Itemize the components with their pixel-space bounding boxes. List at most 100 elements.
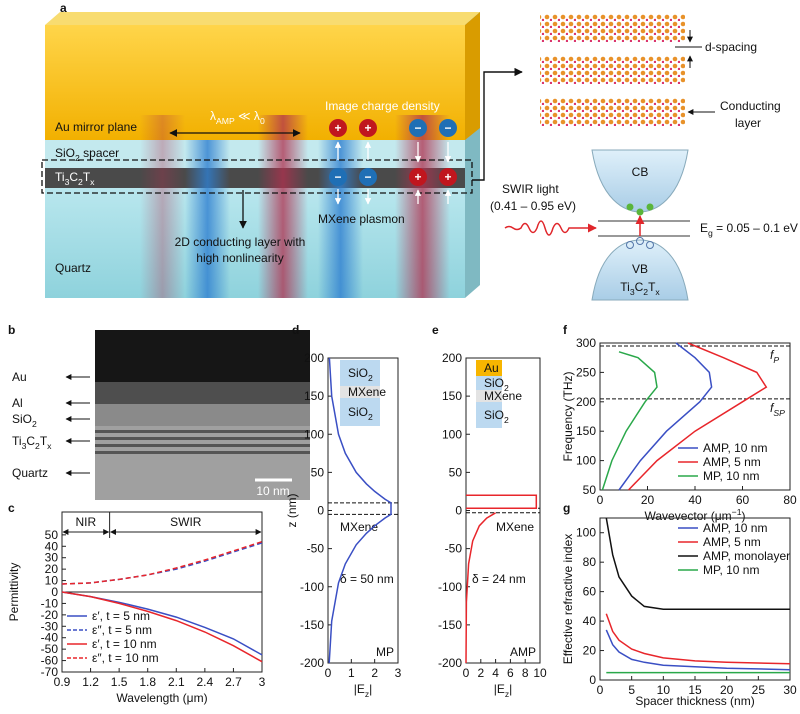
series-line xyxy=(61,540,263,585)
charge-sign: + xyxy=(334,121,341,135)
box-side-gold xyxy=(465,12,480,140)
y-tick-label: 200 xyxy=(442,351,462,365)
label: MXene plasmon xyxy=(318,212,405,226)
label: Ti3C2Tx xyxy=(55,170,95,187)
layer-label: SiO2 xyxy=(348,405,373,422)
text-part: 2 xyxy=(32,419,37,429)
y-tick-label: -50 xyxy=(307,542,325,556)
label: λAMP ≪ λ0 xyxy=(210,109,265,126)
tem-region xyxy=(95,382,310,404)
x-tick-label: 40 xyxy=(688,493,702,507)
charge xyxy=(329,119,347,137)
annotation: δ = 50 nm xyxy=(340,572,394,586)
electron xyxy=(636,208,644,216)
tem-region xyxy=(95,330,310,382)
y-tick-label: -30 xyxy=(41,619,59,633)
series-line xyxy=(328,357,392,664)
charge-sign: + xyxy=(414,170,421,184)
charge xyxy=(359,119,377,137)
y-tick-label: 20 xyxy=(45,562,59,576)
y-tick-label: 40 xyxy=(583,614,597,628)
text-part: = 0.05 – 0.1 eV xyxy=(713,221,798,235)
text-part: Wavevector (μm xyxy=(645,509,732,523)
x-tick-label: 15 xyxy=(688,683,702,697)
y-tick-label: -150 xyxy=(300,618,324,632)
light-wave xyxy=(504,220,597,236)
charge xyxy=(329,168,347,186)
charge xyxy=(439,119,457,137)
layer-swatch xyxy=(476,376,502,390)
label: 2D conducting layer with xyxy=(175,235,306,249)
y-tick-label: 20 xyxy=(583,644,597,658)
label: VB xyxy=(632,262,648,276)
x-tick-label: 0 xyxy=(597,493,604,507)
x-tick-label: 0.9 xyxy=(54,675,71,689)
legend-label: AMP, 10 nm xyxy=(703,521,767,535)
text-part: ≪ λ xyxy=(235,109,260,123)
layer-label: SiO2 xyxy=(348,366,373,383)
tem-fringe xyxy=(95,451,310,454)
panel-label: f xyxy=(563,323,568,337)
y-axis-title: z (nm) xyxy=(285,494,299,528)
plasmon-stripe xyxy=(185,140,230,298)
label: layer xyxy=(735,116,761,130)
connector-arrow xyxy=(472,67,523,181)
text-part: x xyxy=(655,287,660,297)
text-part: | xyxy=(509,682,512,696)
charge-sign: − xyxy=(334,170,341,184)
y-tick-label: -50 xyxy=(41,642,59,656)
layer-label: MXene xyxy=(484,389,522,403)
layer-swatch xyxy=(340,398,380,426)
layer-label: Au xyxy=(12,370,27,384)
x-axis-title: |Ez| xyxy=(354,682,373,699)
y-tick-label: 50 xyxy=(45,528,59,542)
tem-fringe xyxy=(95,444,310,447)
text-part: SiO xyxy=(348,405,368,419)
legend-label: AMP, monolayer xyxy=(703,549,790,563)
field-arrows xyxy=(334,141,452,205)
x-axis-title: Wavelength (μm) xyxy=(116,691,207,705)
text-part: z xyxy=(505,689,509,699)
annotation: δ = 24 nm xyxy=(472,572,526,586)
x-axis-title: Spacer thickness (nm) xyxy=(635,694,754,708)
y-tick-label: -50 xyxy=(445,542,463,556)
charge xyxy=(409,119,427,137)
scale-label: 10 nm xyxy=(256,484,289,498)
x-tick-label: 0 xyxy=(325,666,332,680)
series-line xyxy=(61,542,263,585)
charge-sign: − xyxy=(414,121,421,135)
text-part: |E xyxy=(354,682,365,696)
y-tick-label: 200 xyxy=(576,395,596,409)
hole xyxy=(626,241,634,249)
text-part: f xyxy=(770,401,775,415)
y-tick-label: -200 xyxy=(300,656,324,670)
charge-sign: + xyxy=(444,170,451,184)
text-part: E xyxy=(700,221,708,235)
y-tick-label: -100 xyxy=(300,580,324,594)
region-label: NIR xyxy=(75,515,96,529)
x-tick-label: 0 xyxy=(463,666,470,680)
label: Conducting xyxy=(720,99,781,113)
text-part: x xyxy=(90,177,95,187)
legend-label: AMP, 10 nm xyxy=(703,441,767,455)
y-tick-label: 100 xyxy=(576,526,596,540)
region-label: SWIR xyxy=(170,515,202,529)
x-axis-title: |Ez| xyxy=(494,682,513,699)
label: Au mirror plane xyxy=(55,120,137,134)
y-tick-label: -100 xyxy=(438,580,462,594)
y-tick-label: -200 xyxy=(438,656,462,670)
text-part: P xyxy=(773,355,779,365)
y-tick-label: -20 xyxy=(41,608,59,622)
x-tick-label: 80 xyxy=(783,493,797,507)
x-tick-label: 60 xyxy=(736,493,750,507)
panel-label: b xyxy=(8,323,15,337)
text-part: C xyxy=(26,434,35,448)
charge-sign: + xyxy=(364,121,371,135)
y-tick-label: 60 xyxy=(583,585,597,599)
text-part: 2 xyxy=(75,153,80,163)
layer-label: SiO2 xyxy=(12,412,37,429)
panel-label: a xyxy=(60,1,67,15)
text-part: |E xyxy=(494,682,505,696)
text-part: T xyxy=(648,280,656,294)
